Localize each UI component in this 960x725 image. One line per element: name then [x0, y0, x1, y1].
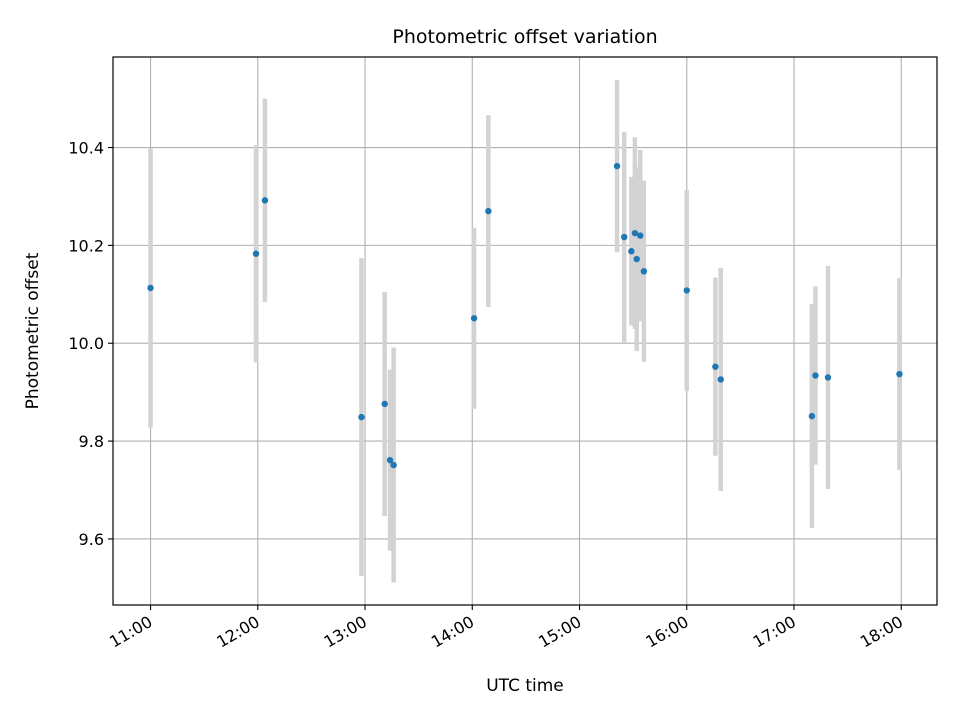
- y-tick-label: 9.6: [79, 530, 104, 549]
- data-point: [631, 229, 639, 237]
- data-point: [896, 370, 903, 378]
- data-point: [386, 456, 394, 464]
- data-point: [613, 162, 621, 170]
- data-point: [712, 363, 719, 370]
- data-point: [628, 248, 635, 255]
- chart-title: Photometric offset variation: [392, 26, 657, 48]
- x-axis-label: UTC time: [486, 676, 564, 696]
- data-point: [381, 400, 388, 408]
- y-tick-label: 10.4: [68, 139, 104, 158]
- data-point: [717, 376, 724, 383]
- y-tick-label: 9.8: [79, 432, 104, 451]
- plot-frame: [112, 56, 938, 606]
- data-point: [358, 413, 365, 421]
- data-points: [147, 162, 903, 469]
- y-tick-label: 10.0: [68, 334, 104, 353]
- data-point: [812, 372, 819, 379]
- y-axis-ticks: 9.6 9.8 10.0 10.2 10.4: [68, 139, 113, 549]
- data-point: [808, 412, 816, 420]
- data-point: [621, 233, 628, 241]
- data-point: [485, 207, 492, 215]
- data-point: [824, 374, 832, 381]
- data-point: [633, 255, 640, 263]
- data-point: [147, 284, 154, 292]
- data-point: [637, 232, 644, 239]
- data-point: [470, 315, 478, 322]
- data-point: [261, 197, 269, 204]
- data-point: [640, 268, 648, 275]
- data-point: [390, 461, 397, 469]
- data-point: [683, 287, 690, 294]
- data-point: [252, 250, 260, 257]
- y-tick-label: 10.2: [68, 236, 104, 255]
- y-axis-label: Photometric offset: [23, 252, 43, 409]
